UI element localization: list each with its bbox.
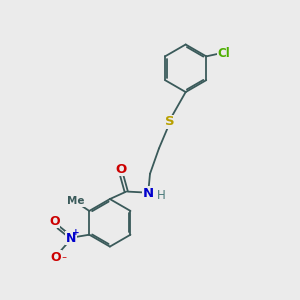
Text: O: O <box>49 215 60 228</box>
Text: N: N <box>66 232 76 245</box>
Text: O: O <box>115 163 127 176</box>
Text: Me: Me <box>67 196 84 206</box>
Text: S: S <box>164 115 174 128</box>
Text: O: O <box>51 251 61 264</box>
Text: ⁻: ⁻ <box>61 255 66 265</box>
Text: N: N <box>143 187 154 200</box>
Text: H: H <box>157 189 165 202</box>
Text: Cl: Cl <box>218 47 230 61</box>
Text: +: + <box>72 228 80 237</box>
